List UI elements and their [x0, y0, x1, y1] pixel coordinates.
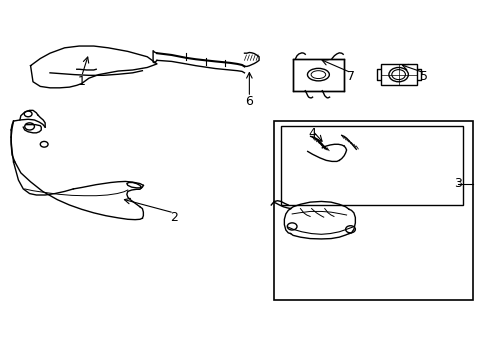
Text: 5: 5: [420, 70, 427, 83]
Text: 6: 6: [245, 95, 253, 108]
Text: 3: 3: [453, 177, 462, 190]
Text: 7: 7: [347, 70, 355, 83]
Bar: [292, 59, 344, 91]
Text: 4: 4: [308, 127, 316, 140]
Text: 2: 2: [170, 211, 178, 224]
Bar: [273, 121, 472, 300]
Text: 1: 1: [78, 75, 85, 88]
Bar: [380, 64, 416, 85]
Bar: [281, 126, 462, 205]
